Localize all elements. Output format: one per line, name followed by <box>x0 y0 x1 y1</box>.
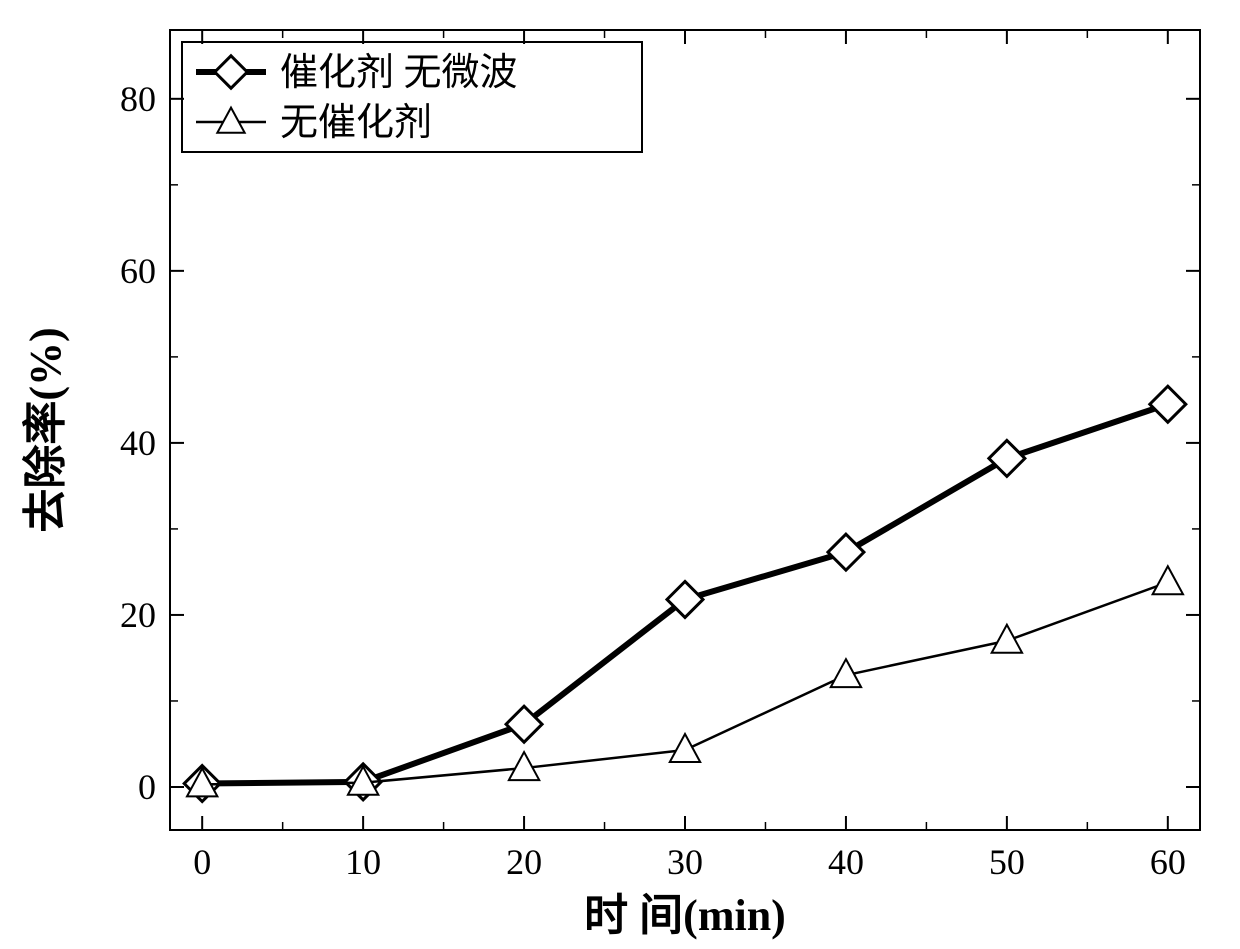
svg-text:10: 10 <box>345 842 381 882</box>
svg-text:80: 80 <box>120 79 156 119</box>
y-axis-title: 去除率(%) <box>21 327 70 532</box>
legend-label-no-catalyst: 无催化剂 <box>280 102 432 144</box>
svg-text:40: 40 <box>120 423 156 463</box>
chart-container: 0 10 20 30 40 50 60 0 20 40 60 80 时 间(min) 去除率(%) 催化剂 … <box>0 0 1240 949</box>
svg-text:20: 20 <box>120 595 156 635</box>
svg-text:40: 40 <box>828 842 864 882</box>
svg-text:0: 0 <box>193 842 211 882</box>
svg-text:60: 60 <box>1150 842 1186 882</box>
svg-text:0: 0 <box>138 767 156 807</box>
legend-label-catalyst-no-microwave: 催化剂 无微波 <box>280 52 518 94</box>
svg-text:60: 60 <box>120 251 156 291</box>
x-axis-title: 时 间(min) <box>584 891 786 940</box>
svg-text:50: 50 <box>989 842 1025 882</box>
removal-rate-chart: 0 10 20 30 40 50 60 0 20 40 60 80 时 间(min) 去除率(%) 催化剂 … <box>0 0 1240 949</box>
svg-text:20: 20 <box>506 842 542 882</box>
svg-text:30: 30 <box>667 842 703 882</box>
